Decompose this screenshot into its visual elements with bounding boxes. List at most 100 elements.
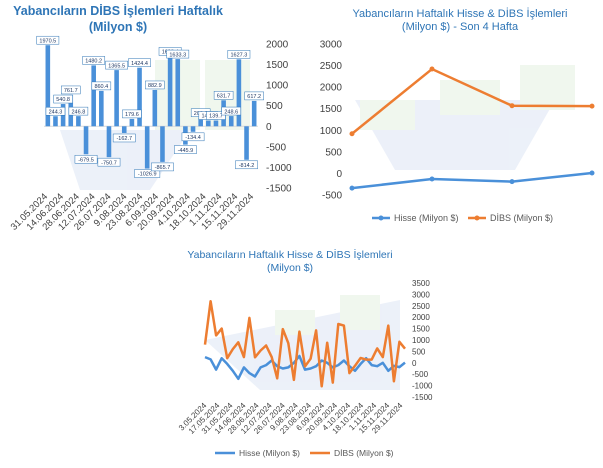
data-label-box [235, 160, 258, 170]
data-label: -1026.9 [138, 172, 157, 178]
data-label-box [145, 80, 165, 90]
y-tick-label: 2500 [320, 61, 343, 72]
data-point [349, 185, 355, 191]
data-label: 631.7 [217, 93, 231, 99]
data-label-box [181, 132, 205, 142]
bar [114, 70, 119, 127]
bar [175, 59, 181, 127]
bar [53, 116, 58, 127]
data-label: 1627.3 [230, 53, 247, 59]
y-tick-label: 2500 [412, 302, 430, 311]
data-label: -445.9 [178, 148, 194, 154]
data-point [509, 103, 515, 109]
bar [190, 126, 196, 132]
last-4-weeks-line-chart: Yabancıların Haftalık Hisse & DİBS İşlem… [300, 0, 603, 240]
data-label-box [128, 58, 151, 67]
chart-watermark [205, 295, 400, 390]
data-label: 248.6 [224, 109, 238, 115]
chart2-subtitle: (Milyon $) - Son 4 Hafta [402, 21, 519, 33]
y-tick-label: -500 [266, 142, 286, 153]
data-point [589, 170, 595, 176]
y-tick-label: 1500 [412, 325, 430, 334]
y-tick-label: 500 [325, 147, 342, 158]
series-line [351, 171, 593, 190]
y-tick-label: -500 [412, 370, 429, 379]
chart1-subtitle: (Milyon $) [89, 20, 147, 34]
chart3-title: Yabancıların Haftalık Hisse & DİBS İşlem… [187, 248, 392, 261]
data-label: 860.4 [94, 84, 108, 90]
bar [106, 126, 112, 158]
data-label: 882.9 [148, 83, 162, 89]
data-label: -865.7 [155, 165, 171, 171]
data-label-box [151, 162, 174, 172]
series-line [203, 299, 406, 388]
y-tick-label: -1500 [412, 393, 433, 402]
data-label-box [68, 106, 89, 116]
data-label-box [134, 169, 161, 178]
data-label-box [36, 35, 60, 45]
data-label: -134.4 [185, 135, 201, 141]
data-label-box [105, 60, 128, 70]
y-tick-label: 1500 [266, 60, 289, 71]
y-tick-label: 1000 [266, 81, 289, 92]
series-line [351, 67, 593, 135]
data-point [509, 179, 515, 185]
bar [152, 89, 158, 127]
bar [244, 126, 249, 160]
data-point [589, 103, 595, 109]
chart1-title: Yabancıların DİBS İşlemleri Haftalık [13, 3, 223, 18]
bar [228, 116, 234, 127]
data-label: 244.3 [49, 109, 63, 115]
bar [99, 90, 104, 127]
legend-dibs-label: DİBS (Milyon $) [334, 448, 394, 458]
y-tick-label: -1000 [412, 382, 433, 391]
data-label-box [61, 85, 81, 95]
bar [236, 59, 242, 127]
bar [91, 65, 96, 127]
data-label: 617.2 [247, 94, 261, 100]
bar [198, 117, 203, 127]
data-point [349, 131, 355, 137]
data-label-box [122, 109, 142, 119]
legend-dibs-label: DİBS (Milyon $) [490, 213, 553, 223]
y-tick-label: 2000 [320, 83, 343, 94]
data-label-box [53, 94, 73, 104]
y-tick-label: -1500 [266, 184, 292, 195]
data-label-box [206, 111, 226, 120]
chart-watermark [355, 65, 575, 170]
chart3-subtitle: (Milyon $) [267, 262, 313, 274]
data-label: -679.5 [78, 157, 94, 163]
data-label-box [91, 81, 112, 91]
y-tick-label: 3000 [320, 40, 343, 51]
data-label: 540.8 [56, 97, 70, 103]
bar [83, 126, 89, 155]
chart2-title: Yabancıların Haftalık Hisse & DİBS İşlem… [353, 7, 568, 20]
bar [129, 118, 135, 127]
data-label: -162.7 [116, 136, 132, 142]
bar [121, 126, 127, 133]
bar [137, 67, 142, 127]
data-label-box [112, 133, 136, 143]
data-label: 1365.5 [108, 63, 125, 69]
y-tick-label: 0 [266, 122, 272, 133]
chart3-legend: Hisse (Milyon $) DİBS (Milyon $) [215, 448, 394, 458]
data-label: -750.7 [101, 160, 117, 166]
data-label: 139.7 [209, 114, 223, 120]
data-label-box [213, 91, 234, 100]
data-label: 1970.5 [39, 38, 56, 44]
bar [213, 120, 219, 127]
y-tick-label: -1000 [266, 163, 292, 174]
data-label: 1424.4 [131, 61, 148, 67]
data-label: -814.2 [239, 163, 255, 169]
data-label: 1633.3 [169, 52, 186, 58]
y-tick-label: 2000 [266, 40, 289, 51]
last-4-weeks-chart-svg: Yabancıların Haftalık Hisse & DİBS İşlem… [320, 7, 595, 223]
y-tick-label: 500 [266, 101, 283, 112]
bar [144, 126, 150, 169]
y-tick-label: 0 [412, 359, 417, 368]
data-label-box [166, 49, 190, 59]
data-label-box [45, 106, 66, 116]
y-tick-label: 0 [336, 169, 342, 180]
data-label-box [74, 154, 98, 164]
data-label: 246.8 [72, 109, 86, 115]
